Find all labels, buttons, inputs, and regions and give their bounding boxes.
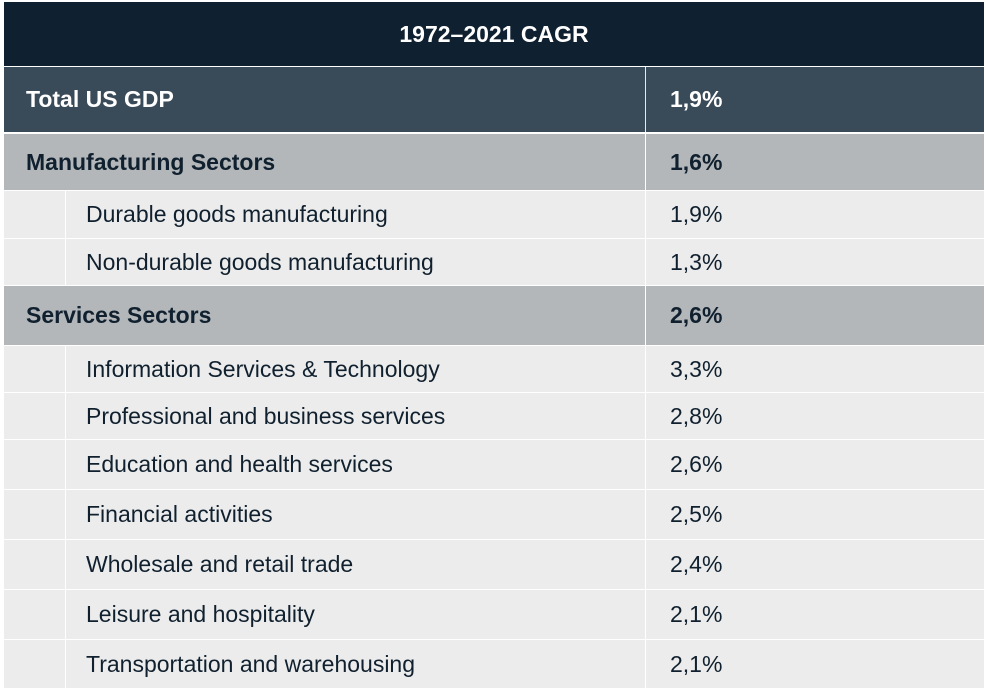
indent-spacer bbox=[4, 346, 66, 392]
table-row-total-us-gdp: Total US GDP 1,9% bbox=[4, 67, 984, 133]
indent-spacer bbox=[4, 640, 66, 688]
table-row-services-sectors: Services Sectors 2,6% bbox=[4, 286, 984, 346]
row-label: Information Services & Technology bbox=[4, 346, 646, 392]
row-label: Leisure and hospitality bbox=[4, 590, 646, 639]
indent-spacer bbox=[4, 191, 66, 238]
row-label: Total US GDP bbox=[4, 67, 646, 132]
row-value: 1,9% bbox=[670, 201, 723, 227]
indent-spacer bbox=[4, 239, 66, 285]
row-label: Wholesale and retail trade bbox=[4, 540, 646, 589]
row-value: 2,1% bbox=[670, 650, 723, 677]
indent-spacer bbox=[4, 590, 66, 639]
table-row: Education and health services 2,6% bbox=[4, 440, 984, 490]
table-header-row: 1972–2021 CAGR bbox=[4, 2, 984, 66]
table-row: Transportation and warehousing 2,1% bbox=[4, 640, 984, 688]
indent-spacer bbox=[4, 440, 66, 489]
row-label: Services Sectors bbox=[4, 286, 646, 345]
row-value: 1,3% bbox=[670, 248, 723, 275]
row-value: 2,6% bbox=[670, 451, 723, 477]
row-label: Transportation and warehousing bbox=[4, 640, 646, 688]
table-row: Wholesale and retail trade 2,4% bbox=[4, 540, 984, 590]
row-value: 2,4% bbox=[670, 551, 723, 577]
row-value: 1,9% bbox=[670, 86, 723, 112]
row-label: Financial activities bbox=[4, 490, 646, 539]
indent-spacer bbox=[4, 393, 66, 439]
table-row: Information Services & Technology 3,3% bbox=[4, 346, 984, 393]
row-label: Durable goods manufacturing bbox=[4, 191, 646, 238]
row-label: Education and health services bbox=[4, 440, 646, 489]
row-value: 3,3% bbox=[670, 355, 723, 382]
indent-spacer bbox=[4, 490, 66, 539]
indent-spacer bbox=[4, 540, 66, 589]
row-value: 2,5% bbox=[670, 501, 723, 527]
table-row: Professional and business services 2,8% bbox=[4, 393, 984, 440]
table-row: Non-durable goods manufacturing 1,3% bbox=[4, 239, 984, 286]
table-title: 1972–2021 CAGR bbox=[399, 20, 589, 47]
table-row: Financial activities 2,5% bbox=[4, 490, 984, 540]
row-label: Professional and business services bbox=[4, 393, 646, 439]
row-value: 2,1% bbox=[670, 601, 723, 627]
table-row: Durable goods manufacturing 1,9% bbox=[4, 191, 984, 239]
row-label: Non-durable goods manufacturing bbox=[4, 239, 646, 285]
table-row: Leisure and hospitality 2,1% bbox=[4, 590, 984, 640]
row-label: Manufacturing Sectors bbox=[4, 134, 646, 190]
cagr-table: 1972–2021 CAGR Total US GDP 1,9% Manufac… bbox=[4, 2, 984, 688]
table-row-manufacturing-sectors: Manufacturing Sectors 1,6% bbox=[4, 134, 984, 191]
row-value: 2,8% bbox=[670, 402, 723, 429]
row-value: 1,6% bbox=[670, 148, 723, 175]
row-value: 2,6% bbox=[670, 302, 723, 328]
